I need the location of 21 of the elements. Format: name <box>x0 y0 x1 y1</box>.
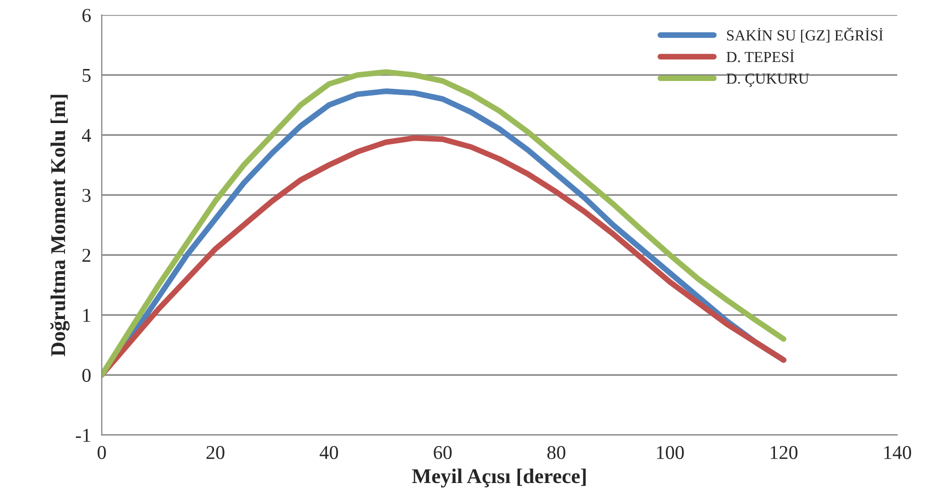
y-tick-label: 1 <box>83 308 90 322</box>
y-tick-label: 0 <box>82 368 91 382</box>
x-tick-label: 100 <box>657 446 684 460</box>
x-tick-label: 80 <box>547 446 566 460</box>
y-tick-label: 4 <box>82 128 92 142</box>
x-tick-label: 20 <box>206 446 224 460</box>
legend-label: SAKİN SU [GZ] EĞRİSİ <box>727 28 883 42</box>
x-axis-title: Meyil Açısı [derece] <box>412 468 586 488</box>
y-tick-label: -1 <box>76 428 90 442</box>
x-tick-label: 60 <box>434 446 452 460</box>
x-tick-label: 120 <box>770 446 798 460</box>
x-tick-label: 140 <box>884 446 912 460</box>
legend-label: D. ÇUKURU <box>726 73 809 87</box>
y-tick-label: 3 <box>82 188 91 202</box>
y-tick-label: 2 <box>82 248 90 262</box>
x-tick-label: 0 <box>98 446 106 460</box>
legend-label: D. TEPESİ <box>726 49 794 62</box>
y-tick-label: 6 <box>82 8 91 22</box>
y-tick-label: 5 <box>82 69 91 82</box>
y-axis-title: Doğrultma Moment Kolu [m] <box>50 94 70 356</box>
x-tick-label: 40 <box>320 446 338 460</box>
